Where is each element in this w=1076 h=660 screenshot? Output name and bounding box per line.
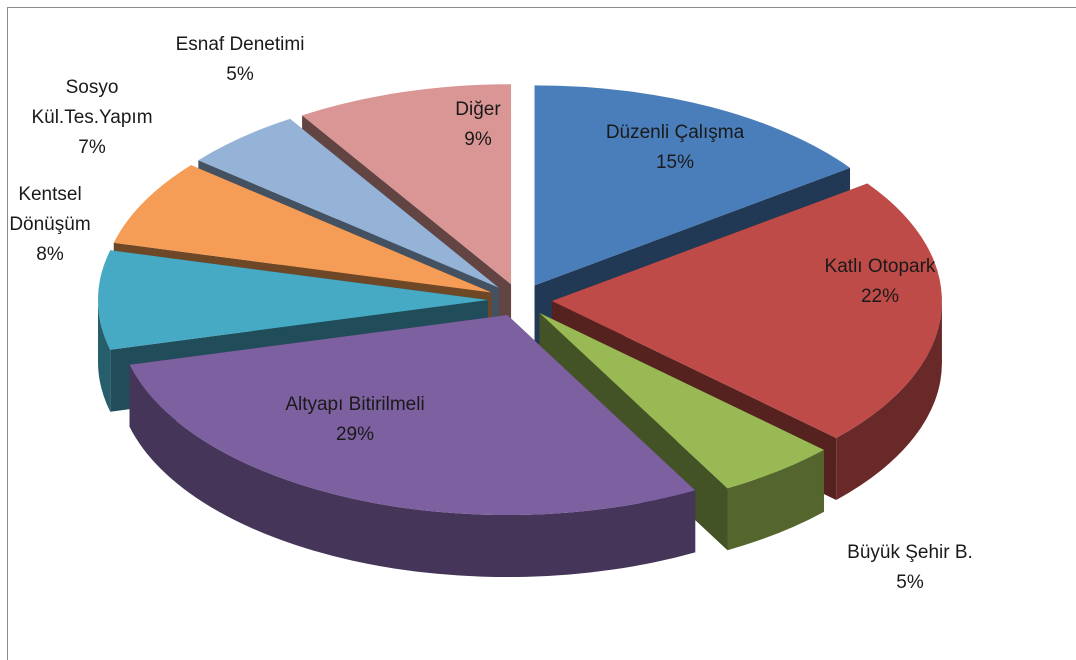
slice [129, 315, 696, 516]
value-label: 15% [655, 152, 695, 173]
value-label: 7% [78, 137, 106, 158]
slice-side [129, 364, 696, 578]
slice [539, 312, 824, 489]
value-label: 8% [36, 244, 64, 265]
slice [302, 84, 512, 285]
value-label: 29% [335, 424, 375, 445]
category-label: Sosyo Kül.Tes.Yapım [31, 77, 153, 128]
value-label: 9% [464, 129, 492, 150]
slice-label: Büyük Şehir B. 5% [810, 538, 1010, 598]
category-label: Düzenli Çalışma [605, 122, 745, 143]
slice [113, 165, 492, 293]
category-label: Diğer [455, 99, 501, 120]
slice-side [727, 449, 824, 551]
slice [98, 250, 488, 350]
value-label: 22% [860, 286, 900, 307]
category-label: Esnaf Denetimi [175, 34, 305, 55]
value-label: 5% [226, 64, 254, 85]
slice-label: Diğer 9% [433, 95, 523, 155]
slice-label: Altyapı Bitirilmeli 29% [225, 390, 485, 450]
slice-label: Esnaf Denetimi 5% [140, 30, 340, 90]
slice [551, 183, 942, 438]
category-label: Altyapı Bitirilmeli [285, 394, 425, 415]
slice-side [98, 300, 111, 412]
slice-label: Katlı Otopark 22% [780, 252, 980, 312]
slice [198, 118, 499, 288]
value-label: 5% [896, 572, 924, 593]
category-label: Büyük Şehir B. [847, 542, 973, 563]
slice [534, 85, 851, 286]
slice-label: Düzenli Çalışma 15% [575, 118, 775, 178]
chart-frame [7, 7, 1076, 660]
slice-side [836, 301, 942, 500]
category-label: Kentsel Dönüşüm [9, 184, 91, 235]
slice-label: Sosyo Kül.Tes.Yapım 7% [12, 73, 172, 163]
category-label: Katlı Otopark [824, 256, 936, 277]
slice-label: Kentsel Dönüşüm 8% [5, 180, 95, 270]
